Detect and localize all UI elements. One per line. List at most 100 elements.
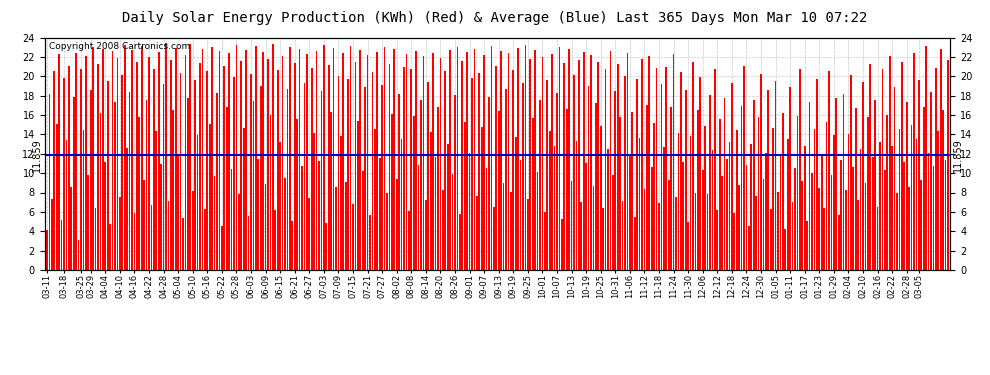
Bar: [340, 136, 342, 270]
Bar: [391, 114, 393, 270]
Bar: [644, 189, 645, 270]
Bar: [714, 69, 716, 270]
Bar: [729, 142, 731, 270]
Bar: [797, 116, 798, 270]
Bar: [627, 53, 629, 270]
Bar: [857, 200, 859, 270]
Bar: [172, 110, 174, 270]
Bar: [481, 127, 482, 270]
Bar: [386, 194, 388, 270]
Bar: [398, 94, 400, 270]
Bar: [535, 50, 536, 270]
Bar: [707, 194, 709, 270]
Bar: [366, 55, 368, 270]
Bar: [510, 192, 512, 270]
Bar: [194, 80, 196, 270]
Bar: [95, 208, 96, 270]
Bar: [556, 93, 557, 270]
Bar: [872, 157, 873, 270]
Bar: [435, 157, 437, 270]
Bar: [51, 199, 52, 270]
Bar: [617, 64, 619, 270]
Bar: [809, 102, 811, 270]
Bar: [204, 209, 206, 270]
Bar: [570, 181, 572, 270]
Bar: [336, 187, 337, 270]
Bar: [833, 135, 835, 270]
Bar: [699, 77, 701, 270]
Bar: [413, 116, 415, 270]
Bar: [722, 176, 723, 270]
Bar: [938, 132, 940, 270]
Bar: [842, 94, 844, 270]
Bar: [241, 61, 243, 270]
Bar: [250, 74, 251, 270]
Bar: [144, 180, 145, 270]
Bar: [610, 51, 611, 270]
Bar: [406, 54, 407, 270]
Bar: [238, 194, 240, 270]
Bar: [129, 92, 131, 270]
Bar: [600, 126, 602, 270]
Bar: [624, 76, 626, 270]
Bar: [792, 202, 793, 270]
Bar: [894, 87, 895, 270]
Bar: [162, 84, 164, 270]
Bar: [563, 63, 565, 270]
Bar: [709, 94, 711, 270]
Bar: [47, 230, 48, 270]
Bar: [879, 142, 881, 270]
Bar: [787, 139, 789, 270]
Bar: [131, 50, 133, 270]
Bar: [301, 166, 303, 270]
Bar: [102, 49, 104, 270]
Bar: [854, 108, 856, 270]
Bar: [100, 113, 101, 270]
Bar: [593, 186, 594, 270]
Bar: [615, 91, 616, 270]
Bar: [369, 215, 371, 270]
Bar: [944, 160, 946, 270]
Bar: [177, 156, 179, 270]
Bar: [663, 147, 664, 270]
Bar: [777, 192, 779, 270]
Bar: [347, 79, 348, 270]
Bar: [602, 208, 604, 270]
Bar: [430, 132, 432, 270]
Bar: [55, 124, 57, 270]
Bar: [189, 44, 191, 270]
Bar: [306, 54, 308, 270]
Bar: [926, 46, 927, 270]
Bar: [60, 220, 62, 270]
Bar: [471, 78, 473, 270]
Bar: [313, 134, 315, 270]
Bar: [182, 217, 184, 270]
Bar: [779, 156, 781, 270]
Bar: [588, 86, 589, 270]
Bar: [157, 52, 159, 270]
Bar: [473, 49, 475, 270]
Bar: [537, 172, 539, 270]
Bar: [597, 62, 599, 270]
Bar: [202, 49, 203, 270]
Bar: [923, 107, 925, 270]
Bar: [906, 102, 908, 270]
Bar: [483, 55, 485, 270]
Bar: [658, 203, 659, 270]
Bar: [476, 196, 478, 270]
Bar: [451, 174, 453, 270]
Bar: [821, 154, 823, 270]
Bar: [668, 180, 669, 270]
Text: 11.859: 11.859: [952, 138, 963, 172]
Bar: [53, 71, 55, 270]
Bar: [741, 106, 742, 270]
Bar: [620, 117, 621, 270]
Bar: [859, 149, 861, 270]
Bar: [540, 100, 541, 270]
Bar: [634, 217, 636, 270]
Bar: [841, 160, 842, 270]
Bar: [690, 136, 691, 270]
Bar: [269, 115, 271, 270]
Bar: [896, 194, 898, 270]
Bar: [918, 80, 920, 270]
